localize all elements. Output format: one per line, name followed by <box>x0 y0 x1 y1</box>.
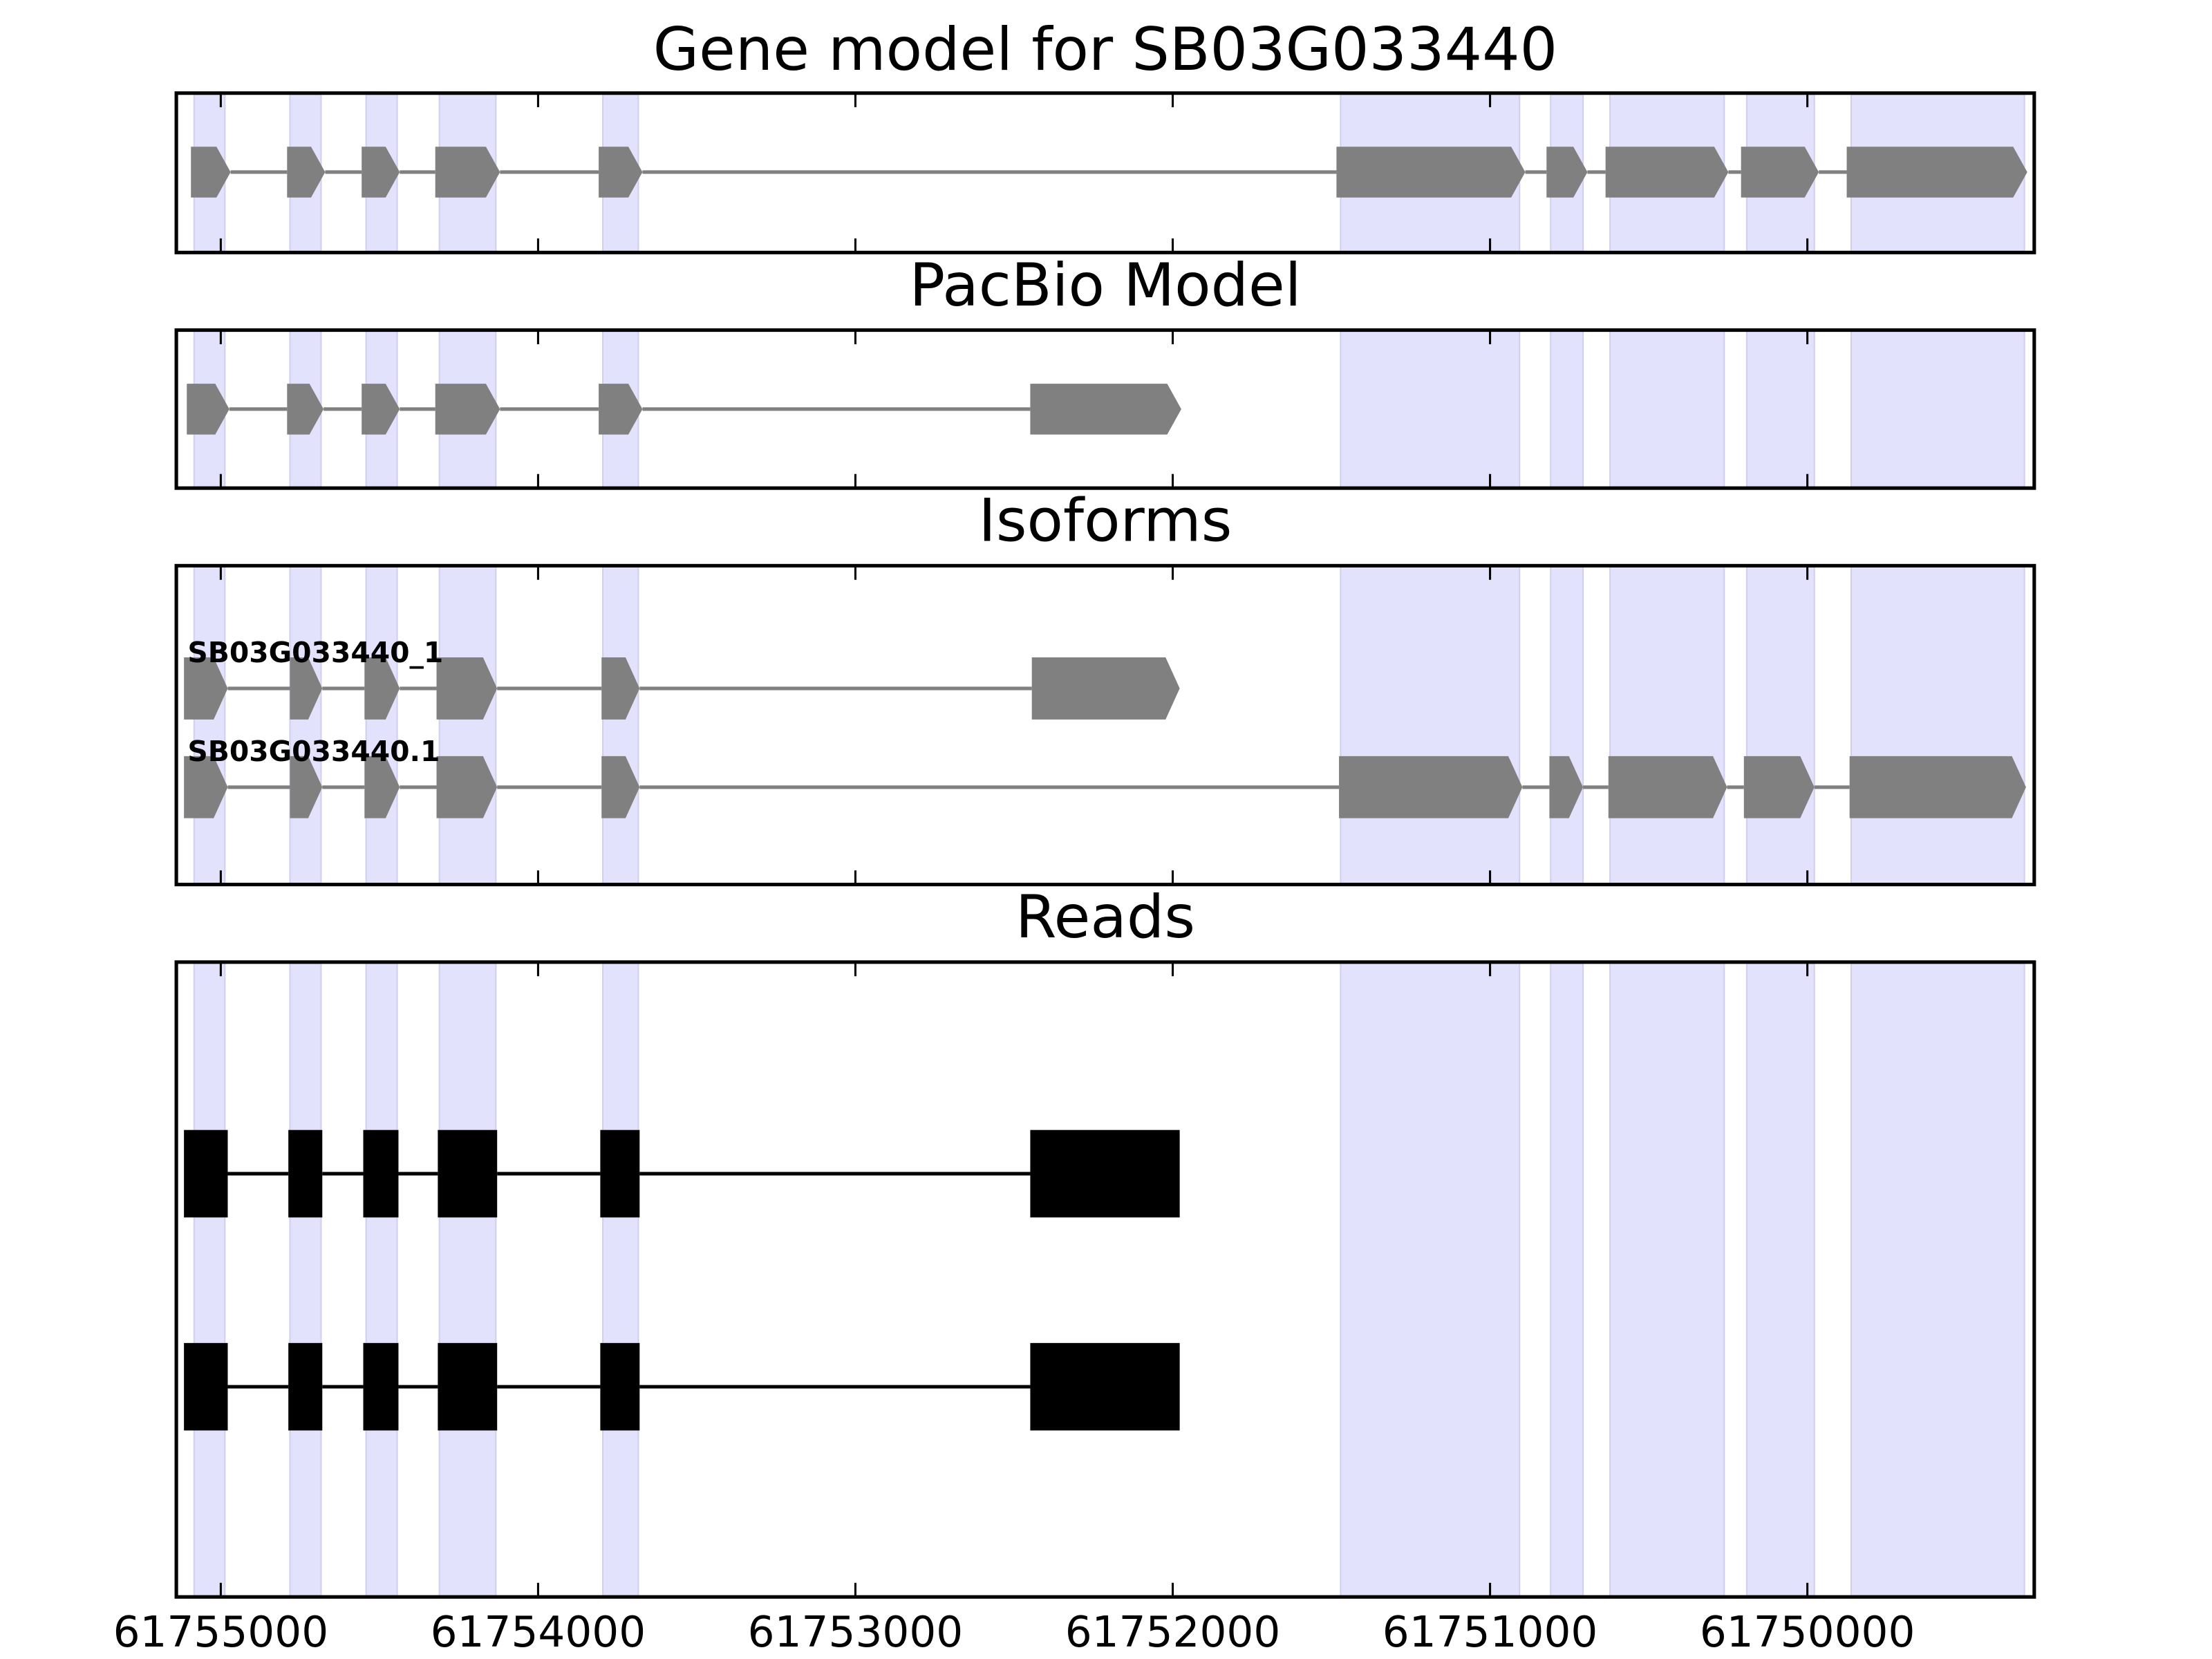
exon-region <box>1745 961 1815 1598</box>
read-block <box>438 1342 498 1431</box>
panel-title: Isoforms <box>979 487 1232 556</box>
exon <box>1030 384 1181 435</box>
read-block <box>288 1130 323 1218</box>
exon <box>1605 147 1729 198</box>
exon <box>601 657 640 720</box>
exon-region <box>1340 565 1521 885</box>
panel-frame <box>174 91 2036 254</box>
panel-title: Gene model for SB03G033440 <box>653 15 1557 84</box>
exon-region <box>1850 961 2025 1598</box>
exon <box>1546 147 1588 198</box>
exon-region <box>602 961 639 1598</box>
exon <box>1846 147 2027 198</box>
exon-region <box>438 961 497 1598</box>
exon-region <box>193 565 226 885</box>
exon <box>599 384 643 435</box>
exon-region <box>1550 961 1584 1598</box>
read-block <box>600 1130 640 1218</box>
exon-region <box>1850 565 2025 885</box>
exon <box>1608 756 1727 818</box>
exon-region <box>1550 329 1584 489</box>
exon <box>436 657 498 720</box>
isoform-label: SB03G033440.1 <box>187 735 440 768</box>
read-block <box>1030 1130 1180 1218</box>
panel-title: PacBio Model <box>909 251 1301 320</box>
exon <box>435 384 500 435</box>
x-tick-label: 61753000 <box>748 1608 964 1657</box>
exon-region <box>289 565 322 885</box>
x-tick-label: 61755000 <box>113 1608 329 1657</box>
read-block <box>363 1342 399 1431</box>
panel-frame <box>174 563 2036 887</box>
exon-region <box>1340 329 1521 489</box>
exon <box>362 147 400 198</box>
panel-frame <box>174 328 2036 490</box>
exon <box>290 756 323 818</box>
exon <box>1336 147 1526 198</box>
exon-region <box>365 565 398 885</box>
exon <box>1339 756 1523 818</box>
exon-region <box>1340 961 1521 1598</box>
exon <box>187 384 229 435</box>
exon <box>436 756 498 818</box>
exon-region <box>289 961 322 1598</box>
exon <box>184 756 228 818</box>
exon <box>599 147 643 198</box>
x-tick-label: 61751000 <box>1382 1608 1598 1657</box>
panel-title: Reads <box>1015 883 1195 952</box>
exon <box>364 657 400 720</box>
read-block <box>1030 1342 1180 1431</box>
read-block <box>438 1130 498 1218</box>
exon-region <box>1745 565 1815 885</box>
exon <box>364 756 400 818</box>
exon <box>290 657 323 720</box>
exon <box>601 756 640 818</box>
exon-region <box>365 961 398 1598</box>
exon <box>1849 756 2026 818</box>
exon <box>287 147 326 198</box>
exon <box>184 657 228 720</box>
exon-region <box>1609 961 1725 1598</box>
exon <box>191 147 231 198</box>
panel-frame <box>174 960 2036 1599</box>
exon-region <box>438 565 497 885</box>
exon-region <box>1609 565 1725 885</box>
read-block <box>600 1342 640 1431</box>
exon-region <box>193 961 226 1598</box>
exon-region <box>1850 329 2025 489</box>
x-tick-label: 61750000 <box>1700 1608 1915 1657</box>
read-block <box>184 1342 228 1431</box>
exon <box>1743 756 1815 818</box>
exon-region <box>1550 565 1584 885</box>
exon <box>287 384 324 435</box>
exon <box>362 384 400 435</box>
isoform-label: SB03G033440_1 <box>187 636 443 669</box>
x-tick-label: 61754000 <box>431 1608 646 1657</box>
read-block <box>363 1130 399 1218</box>
exon-region <box>602 565 639 885</box>
read-block <box>184 1130 228 1218</box>
exon-region <box>1745 329 1815 489</box>
x-tick-label: 61752000 <box>1065 1608 1281 1657</box>
exon-region <box>1609 329 1725 489</box>
exon <box>1031 657 1180 720</box>
read-block <box>288 1342 323 1431</box>
exon <box>435 147 500 198</box>
exon <box>1549 756 1584 818</box>
exon <box>1741 147 1819 198</box>
